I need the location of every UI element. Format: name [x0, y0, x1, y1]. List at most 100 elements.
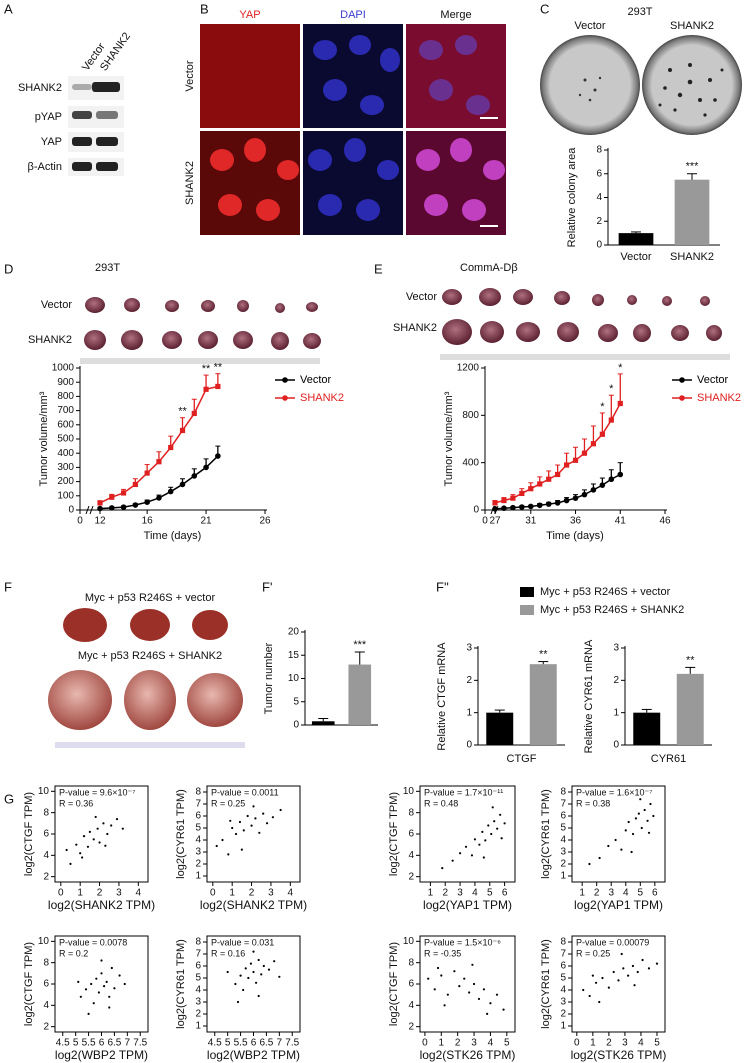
point — [238, 820, 242, 824]
point — [120, 490, 127, 496]
point — [203, 464, 209, 471]
point — [630, 850, 633, 854]
y-axis-label: log2(CTGF TPM) — [23, 942, 35, 1026]
point — [639, 798, 642, 801]
x-tick-label: 46 — [659, 516, 671, 527]
bar — [348, 664, 372, 725]
point — [643, 808, 646, 812]
x-tick-label: 5 — [73, 1038, 79, 1049]
y-axis-label: log2(CYR61 TPM) — [175, 789, 187, 879]
x-tick-label: 31 — [525, 516, 537, 527]
y-tick-label: 5 — [195, 973, 201, 984]
tumor-images — [80, 288, 730, 364]
point — [634, 817, 638, 820]
y-tick-label: 4 — [43, 850, 49, 861]
x-axis-label: CTGF — [507, 753, 537, 765]
point — [482, 856, 485, 859]
y-tick-label: 5 — [560, 823, 566, 834]
x-tick-label: 4.5 — [208, 1038, 222, 1049]
point — [519, 504, 525, 510]
point — [536, 502, 543, 509]
y-tick-label: 4 — [195, 985, 201, 996]
legend-marker — [282, 395, 288, 401]
x-tick-label: 7 — [277, 1038, 283, 1049]
x-tick-label: 2 — [455, 1038, 461, 1049]
bar — [674, 179, 710, 245]
x-tick-label: 4 — [472, 888, 478, 899]
p-value: P-value = 1.5×10⁻⁶ — [424, 937, 501, 947]
point — [121, 827, 124, 830]
y-tick-label: 1200 — [457, 363, 480, 374]
legend-label: Myc + p53 R246S + SHANK2 — [540, 604, 684, 616]
point — [608, 417, 614, 423]
point — [234, 982, 237, 986]
point — [110, 966, 113, 970]
y-tick-label: 0 — [68, 505, 74, 516]
point — [598, 856, 601, 860]
x-axis-label: log2(SHANK2 TPM) — [200, 898, 307, 912]
point — [563, 497, 570, 504]
y-tick-label: 800 — [462, 410, 479, 421]
y-tick-label: 4 — [43, 1000, 49, 1011]
point — [242, 988, 245, 992]
panel-label: D — [4, 261, 13, 276]
y-tick-label: 400 — [57, 448, 74, 459]
point — [249, 962, 253, 965]
point — [221, 838, 224, 842]
x-tick-label: 3 — [457, 888, 463, 899]
point — [491, 806, 494, 809]
point — [607, 986, 610, 989]
x-tick-label: 0 — [210, 888, 216, 899]
point — [97, 500, 103, 506]
point — [519, 490, 525, 497]
point — [88, 830, 91, 833]
point — [79, 995, 82, 998]
y-tick-label: 3 — [560, 847, 566, 858]
point — [468, 991, 471, 994]
point — [655, 962, 659, 965]
point — [458, 852, 462, 855]
x-tick-label: 6.5 — [107, 1038, 121, 1049]
point — [132, 481, 138, 488]
point — [588, 994, 591, 998]
y-tick-label: 15 — [288, 650, 300, 661]
series-line — [494, 403, 621, 504]
tumor-row-label: Vector — [406, 291, 438, 303]
point — [215, 844, 218, 848]
legend-marker — [679, 377, 685, 383]
panel-label: C — [540, 1, 549, 16]
y-tick-label: 8 — [560, 787, 566, 798]
significance: *** — [686, 161, 700, 173]
point — [254, 817, 257, 820]
point — [620, 848, 623, 851]
x-tick-label: 0 — [574, 1038, 580, 1049]
x-tick-label: 0 — [58, 888, 64, 899]
x-tick-label: 27 — [489, 516, 501, 527]
point — [612, 970, 615, 974]
x-tick-label: 21 — [201, 516, 213, 527]
point — [473, 838, 477, 841]
point — [102, 985, 106, 988]
y-axis-label: Tumor volume/mm³ — [38, 391, 50, 486]
point — [496, 827, 499, 830]
y-tick-label: 8 — [195, 937, 201, 948]
point — [156, 459, 162, 465]
panel-label: A — [4, 1, 13, 16]
point — [273, 960, 276, 963]
point — [599, 482, 606, 488]
microscopy-row-label: Vector — [184, 60, 196, 92]
significance: *** — [353, 639, 367, 651]
y-tick-label: 3 — [195, 847, 201, 858]
point — [622, 967, 625, 970]
point — [464, 845, 468, 848]
y-tick-label: 6 — [560, 961, 566, 972]
y-tick-label: 2 — [596, 216, 602, 227]
y-tick-label: 3 — [195, 997, 201, 1008]
x-axis-label: CYR61 — [651, 753, 686, 765]
point — [501, 505, 507, 512]
plot-frame — [571, 935, 666, 1033]
point — [436, 966, 440, 970]
point — [477, 997, 481, 1001]
plot-frame — [206, 785, 301, 883]
legend-label: SHANK2 — [300, 392, 344, 404]
